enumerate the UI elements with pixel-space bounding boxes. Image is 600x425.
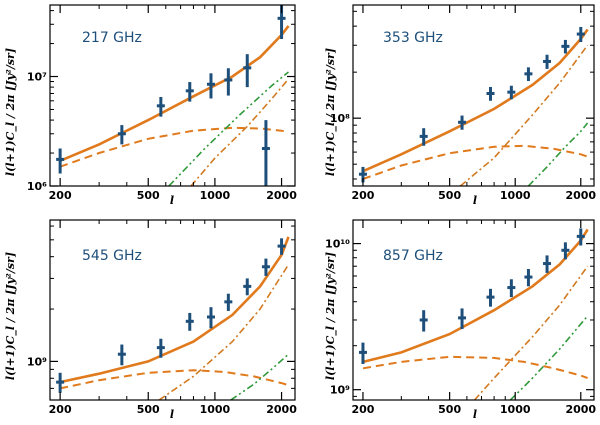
xlabel: l xyxy=(170,194,174,207)
series-two-halo-line xyxy=(59,369,289,390)
axes-frame xyxy=(352,219,595,401)
x-tick-label: 1000 xyxy=(500,403,531,416)
ylabel: l(l+1)C_l / 2π [Jy²/sr] xyxy=(4,48,18,176)
xlabel: l xyxy=(473,408,477,421)
x-tick-label: 500 xyxy=(438,403,461,416)
x-tick-label: 1000 xyxy=(200,189,231,202)
ylabel: l(l+1)C_l / 2π [Jy²/sr] xyxy=(4,252,18,380)
x-tick-label: 1000 xyxy=(200,403,231,416)
y-tick-label: 10⁹ xyxy=(27,355,47,368)
panel-title: 217 GHz xyxy=(82,30,142,46)
series-two-halo-line xyxy=(59,126,289,168)
ylabel: l(l+1)C_l / 2π [Jy²/sr] xyxy=(324,48,338,176)
series-sz-line xyxy=(527,122,589,186)
x-tick-label: 500 xyxy=(137,189,160,202)
plot-area xyxy=(56,5,290,186)
series-two-halo-line xyxy=(362,144,588,180)
plot-area xyxy=(56,236,290,400)
series-sz-line xyxy=(230,353,290,400)
series-total-line xyxy=(362,228,589,364)
series-one-halo-line xyxy=(190,78,290,186)
series-one-halo-line xyxy=(158,264,290,400)
panel-title: 857 GHz xyxy=(383,248,443,264)
x-tick-label: 1000 xyxy=(500,189,531,202)
x-tick-label: 2000 xyxy=(565,403,596,416)
series-total-line xyxy=(362,28,589,173)
panel-353ghz: l(l+1)C_l / 2π [Jy²/sr] l 353 GHz 200 500… xyxy=(324,4,596,207)
ylabel: l(l+1)C_l / 2π [Jy²/sr] xyxy=(324,252,338,380)
panel-217ghz: l(l+1)C_l / 2π [Jy²/sr] l 217 GHz 200 500… xyxy=(4,4,297,207)
series-sz-line xyxy=(509,315,589,400)
series-one-halo-line xyxy=(459,44,589,186)
xlabel: l xyxy=(473,194,477,207)
x-tick-label: 500 xyxy=(438,189,461,202)
xlabel: l xyxy=(170,408,174,421)
x-tick-label: 200 xyxy=(49,189,72,202)
series-two-halo-line xyxy=(362,355,588,380)
x-tick-label: 500 xyxy=(137,403,160,416)
y-tick-label: 10⁶ xyxy=(27,180,47,193)
y-tick-label: 10¹⁰ xyxy=(325,238,350,251)
x-tick-label: 200 xyxy=(49,403,72,416)
series-sz-line xyxy=(168,71,290,186)
x-tick-label: 2000 xyxy=(266,189,297,202)
panel-545ghz: l(l+1)C_l / 2π [Jy²/sr] l 545 GHz 200 500… xyxy=(4,219,297,421)
panel-title: 353 GHz xyxy=(383,30,443,46)
plot-area xyxy=(358,26,589,186)
y-tick-label: 10⁸ xyxy=(330,112,350,125)
x-tick-label: 2000 xyxy=(565,189,596,202)
plot-area xyxy=(358,228,589,400)
panel-857ghz: l(l+1)C_l / 2π [Jy²/sr] l 857 GHz 200 500… xyxy=(324,219,596,421)
series-one-halo-line xyxy=(473,265,589,400)
panel-title: 545 GHz xyxy=(82,248,142,264)
series-total-line xyxy=(59,25,290,162)
y-tick-label: 10⁷ xyxy=(27,71,47,84)
y-tick-label: 10⁹ xyxy=(330,384,350,397)
x-tick-label: 200 xyxy=(351,403,374,416)
axes-frame xyxy=(49,219,296,401)
series-total-line xyxy=(59,236,290,384)
x-tick-label: 2000 xyxy=(266,403,297,416)
axes-frame xyxy=(49,4,296,187)
axes-frame xyxy=(352,4,595,187)
x-tick-label: 200 xyxy=(351,189,374,202)
